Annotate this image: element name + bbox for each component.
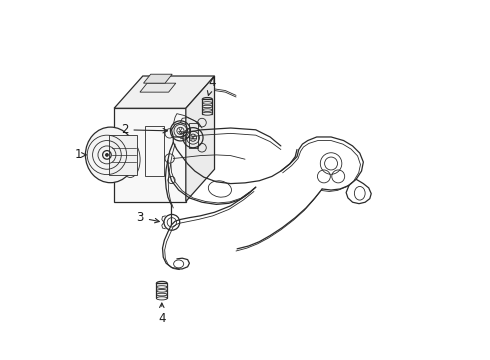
Polygon shape [186,76,215,202]
Text: 4: 4 [158,303,166,325]
Polygon shape [144,74,172,83]
Ellipse shape [202,112,212,115]
Polygon shape [114,108,186,202]
Polygon shape [172,123,188,137]
Ellipse shape [202,98,212,101]
Text: 3: 3 [137,211,159,224]
Polygon shape [114,76,215,108]
Bar [109,135,137,175]
Ellipse shape [156,282,167,285]
Polygon shape [140,83,176,92]
Text: 1: 1 [74,148,86,161]
Bar [202,99,212,114]
Text: 4: 4 [207,76,216,95]
Bar [190,123,198,148]
Text: 2: 2 [121,123,168,136]
Ellipse shape [156,297,167,300]
Ellipse shape [85,127,136,183]
Bar [156,283,167,298]
Circle shape [105,153,108,156]
Bar [145,126,164,176]
